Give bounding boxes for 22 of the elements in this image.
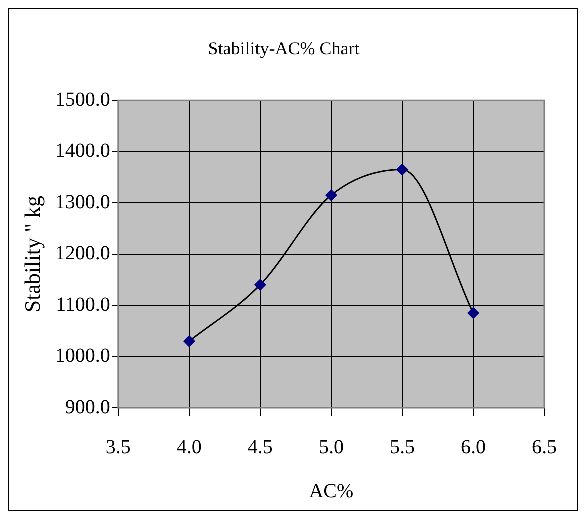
y-tick-label: 1200.0 (55, 242, 110, 265)
point (468, 307, 480, 319)
x-tick-label: 5.5 (390, 436, 415, 458)
x-tick-label: 3.5 (106, 436, 131, 458)
y-tick-label: 1000.0 (55, 345, 110, 368)
x-tick-label: 4.0 (176, 436, 202, 458)
y-tick-label: 1300.0 (55, 191, 110, 214)
x-tick-label: 5.0 (318, 436, 344, 458)
point (396, 164, 408, 176)
y-tick-label: 1500.0 (55, 88, 110, 111)
y-axis-title: Stability " kg (20, 196, 45, 313)
y-tick-label: 1100.0 (56, 294, 110, 316)
point (326, 190, 338, 202)
x-tick-label: 6.5 (532, 436, 557, 458)
y-tick-label: 1400.0 (55, 140, 110, 162)
x-tick-label: 4.5 (248, 436, 273, 458)
x-axis-title: AC% (309, 480, 354, 502)
point (184, 336, 196, 348)
y-tick-label: 900.0 (65, 396, 110, 418)
point (254, 279, 266, 291)
chart-title: Stability-AC% Chart (208, 38, 360, 59)
x-tick-label: 6.0 (460, 436, 486, 458)
